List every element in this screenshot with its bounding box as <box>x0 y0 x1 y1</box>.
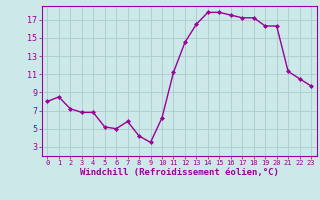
X-axis label: Windchill (Refroidissement éolien,°C): Windchill (Refroidissement éolien,°C) <box>80 168 279 177</box>
